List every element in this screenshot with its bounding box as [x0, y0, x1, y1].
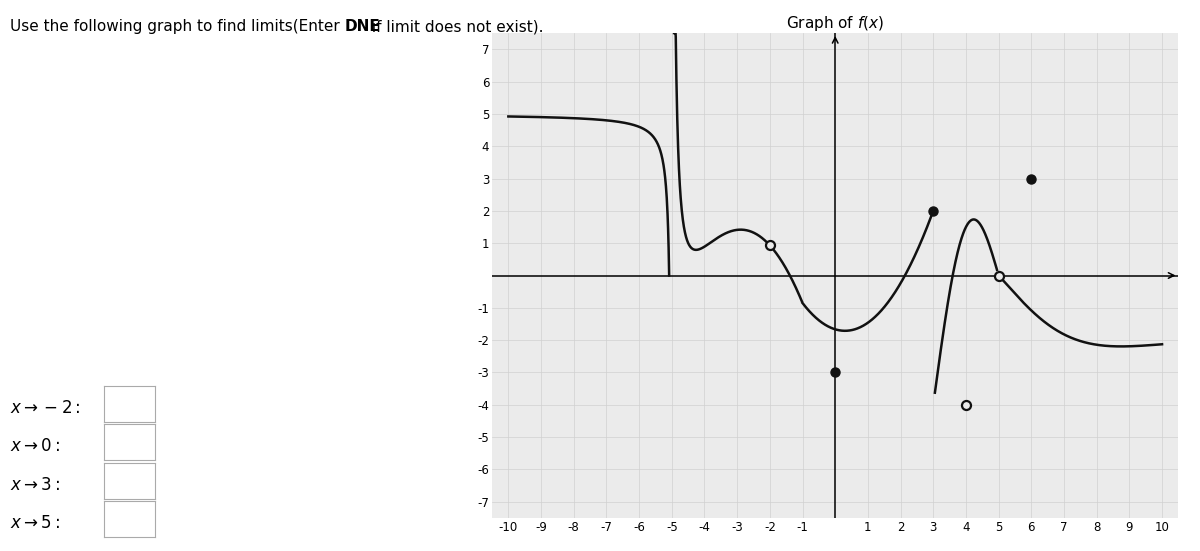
Text: Use the following graph to find limits(Enter: Use the following graph to find limits(E… — [10, 19, 344, 34]
Text: if limit does not exist).: if limit does not exist). — [367, 19, 544, 34]
Title: Graph of $f(x)$: Graph of $f(x)$ — [786, 14, 884, 33]
Text: $x \to 3:$: $x \to 3:$ — [10, 476, 60, 494]
Text: $x \to 0:$: $x \to 0:$ — [10, 437, 60, 455]
Text: $x \to -2:$: $x \to -2:$ — [10, 399, 80, 417]
Text: DNE: DNE — [344, 19, 380, 34]
Text: $x \to 5:$: $x \to 5:$ — [10, 515, 60, 532]
